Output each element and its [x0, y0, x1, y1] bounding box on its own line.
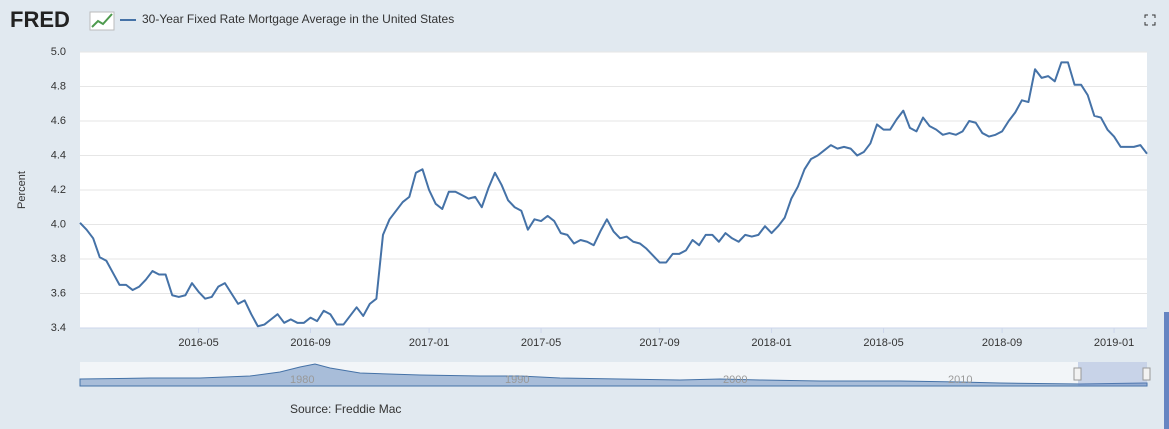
x-tick-label: 2017-05 [521, 337, 561, 349]
y-tick-label: 4.4 [51, 149, 66, 161]
y-tick-label: 5.0 [51, 46, 66, 58]
y-tick-label: 4.2 [51, 184, 66, 196]
navigator [79, 362, 1151, 387]
y-tick-label: 3.4 [51, 322, 66, 334]
x-tick-label: 2017-09 [639, 337, 679, 349]
scrollbar[interactable] [1164, 312, 1169, 429]
x-tick-label: 2018-05 [863, 337, 903, 349]
logo: FRED [10, 7, 70, 32]
y-tick-label: 4.0 [51, 218, 66, 230]
y-tick-label: 4.6 [51, 115, 66, 127]
logo-icon [89, 11, 115, 31]
x-tick-label: 2018-09 [982, 337, 1022, 349]
y-tick-label: 4.8 [51, 80, 66, 92]
x-tick-label: 2019-01 [1094, 337, 1134, 349]
navigator-label: 2010 [948, 374, 972, 386]
navigator-label: 1990 [505, 374, 529, 386]
series-line [79, 61, 1148, 328]
x-tick-label: 2018-01 [751, 337, 791, 349]
fullscreen-icon[interactable] [1144, 14, 1156, 26]
navigator-label: 2000 [723, 374, 747, 386]
y-axis-label: Percent [16, 171, 28, 209]
y-tick-label: 3.8 [51, 253, 66, 265]
navigator-label: 1980 [290, 374, 314, 386]
x-tick-label: 2016-05 [178, 337, 218, 349]
x-tick-label: 2017-01 [409, 337, 449, 349]
y-tick-label: 3.6 [51, 287, 66, 299]
source: Source: Freddie Mac [290, 402, 401, 416]
x-tick-label: 2016-09 [290, 337, 330, 349]
legend-label: 30-Year Fixed Rate Mortgage Average in t… [142, 12, 454, 26]
